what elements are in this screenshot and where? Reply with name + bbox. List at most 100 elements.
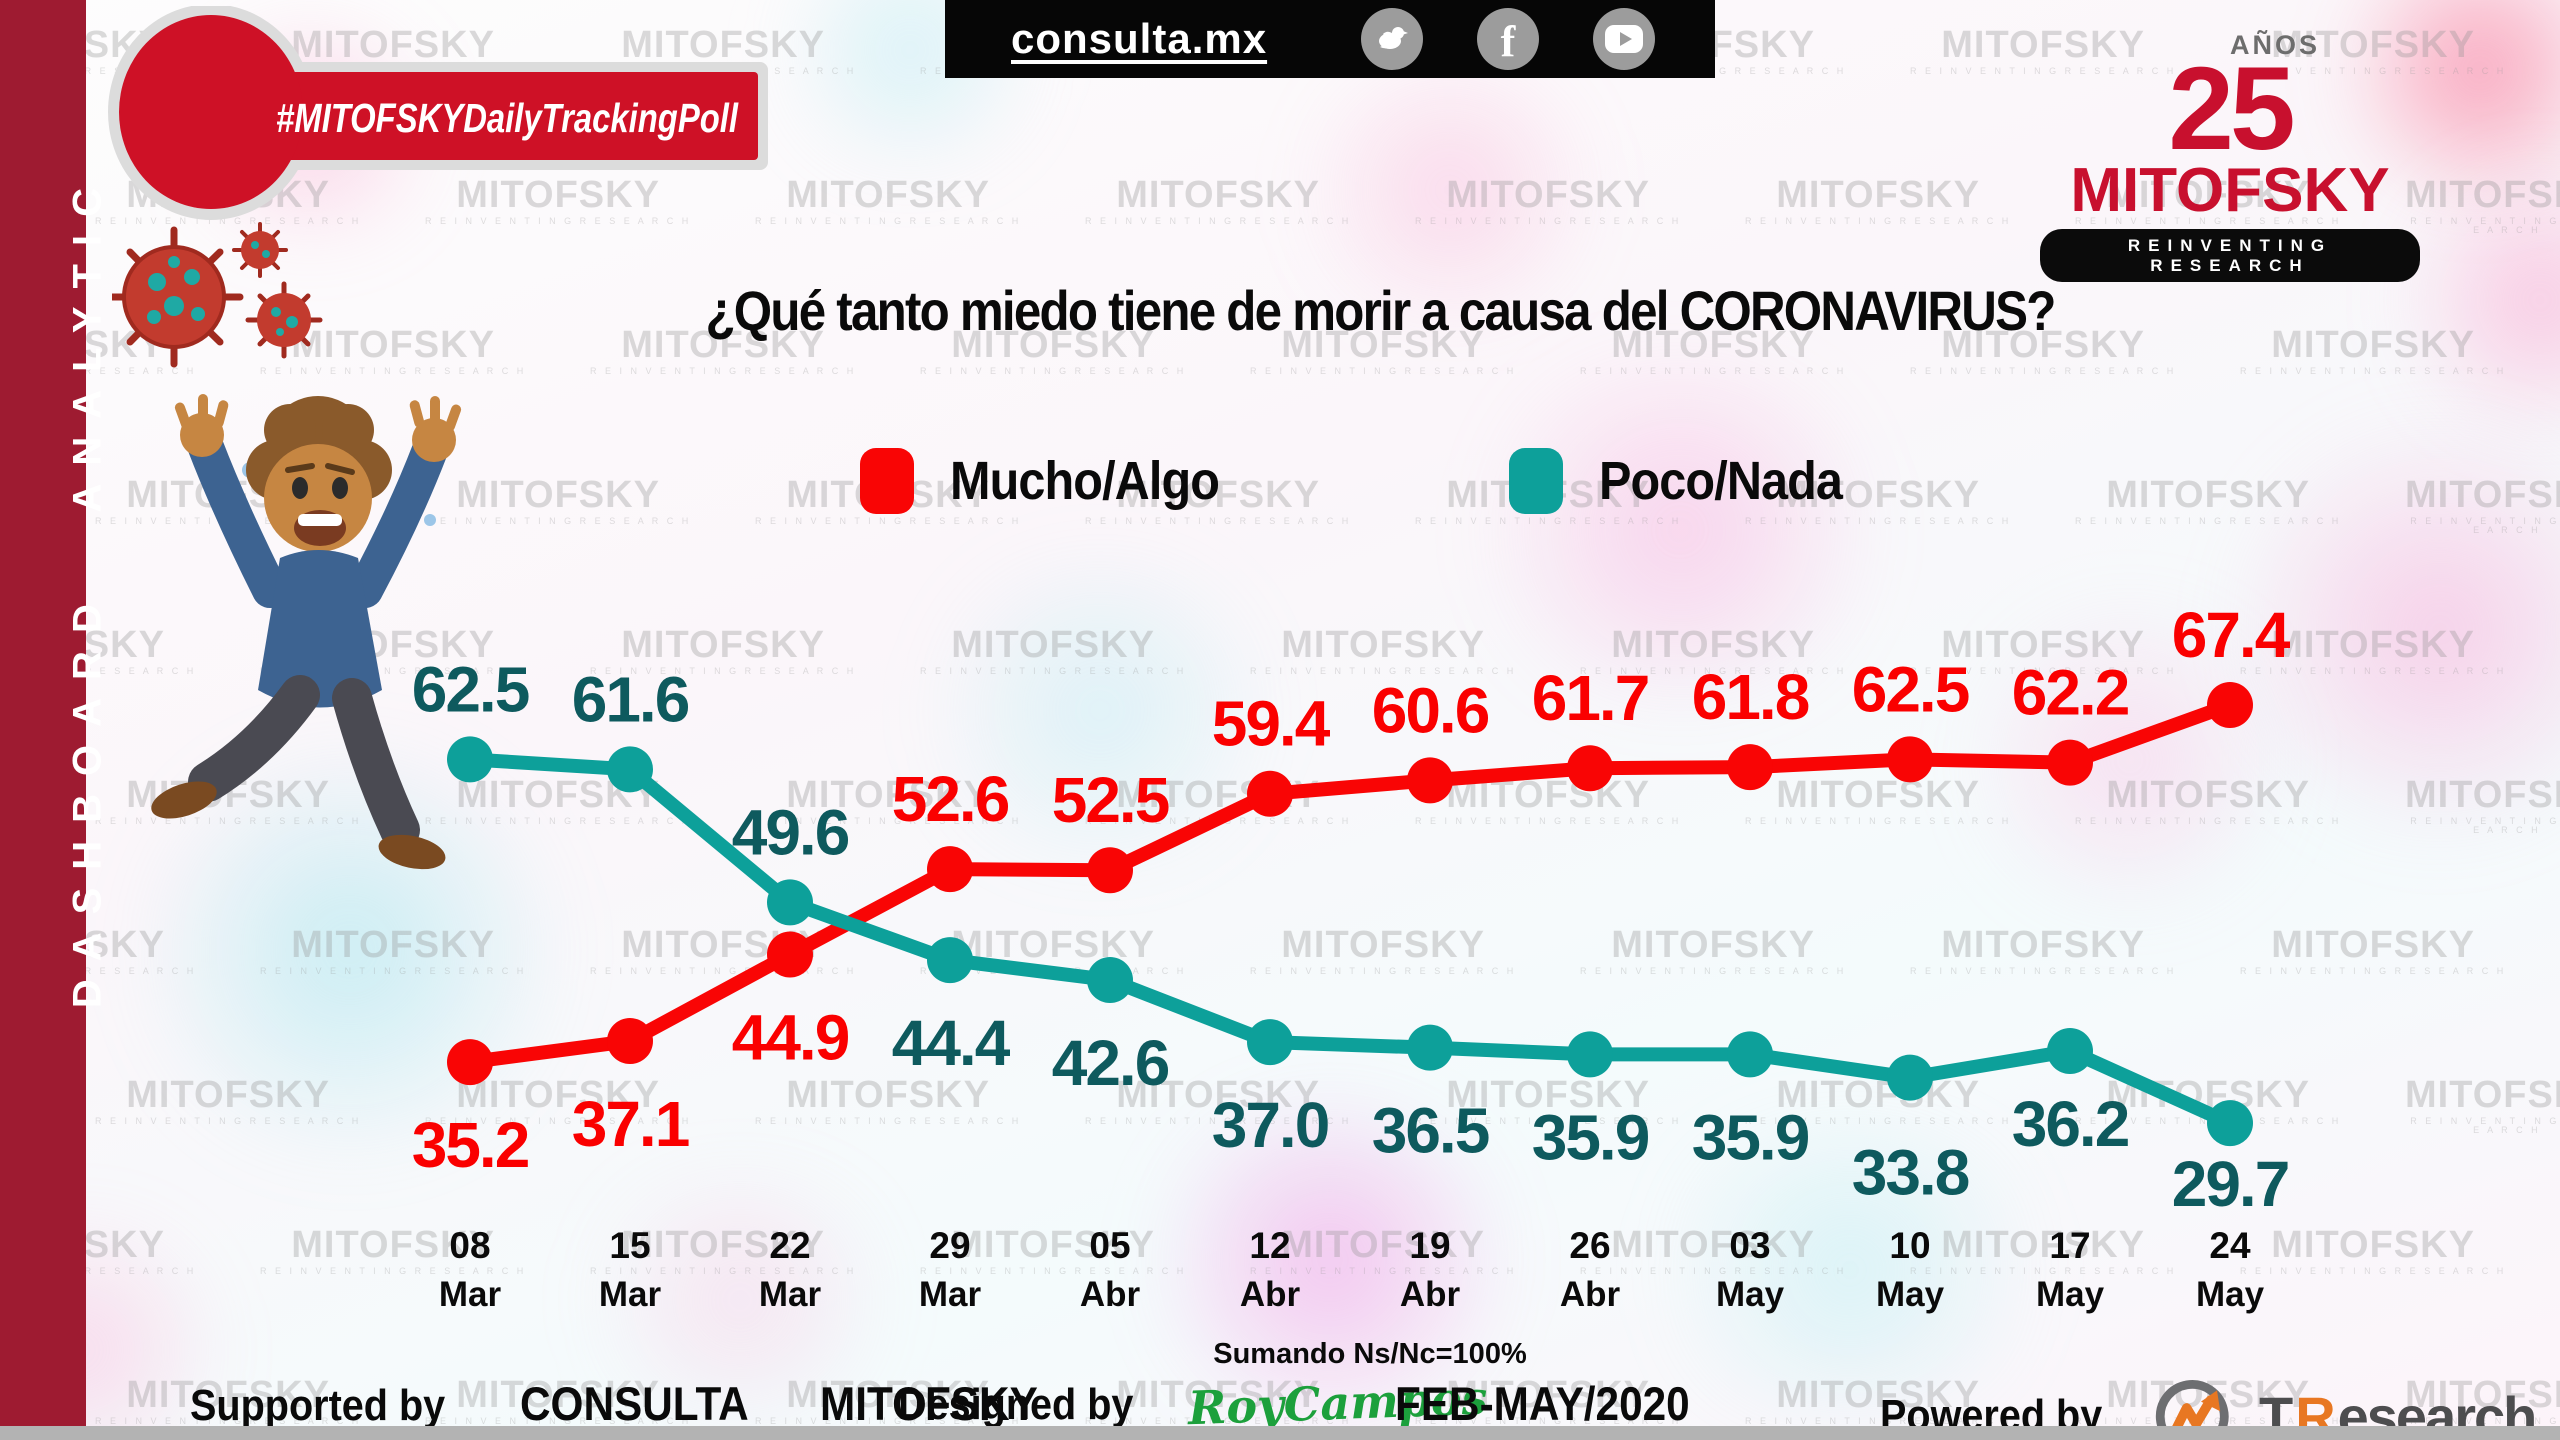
social-icons: f bbox=[1361, 8, 1655, 70]
value-label: 60.6 bbox=[1372, 674, 1489, 746]
designed-by-label: Designed by bbox=[898, 1380, 1134, 1429]
value-label: 44.4 bbox=[892, 1007, 1011, 1079]
axis-label-day: 19 bbox=[1409, 1225, 1450, 1266]
axis-label-month: Mar bbox=[919, 1275, 982, 1314]
legend-label-poco: Poco/Nada bbox=[1598, 451, 1843, 511]
axis-label-month: Mar bbox=[759, 1275, 822, 1314]
supported-org-mitofsky: MITOFSKY bbox=[819, 1377, 1038, 1430]
data-point bbox=[607, 1018, 653, 1065]
value-label: 35.2 bbox=[412, 1109, 529, 1181]
data-point bbox=[767, 879, 813, 926]
tracking-poll-badge: #MITOFSKYDailyTrackingPoll bbox=[108, 4, 788, 231]
tresearch-logo-icon bbox=[2155, 1380, 2229, 1440]
axis-label-day: 29 bbox=[929, 1225, 970, 1266]
designed-by-group: Designed by RoyCampos bbox=[898, 1371, 1488, 1435]
series-line-1 bbox=[463, 752, 2237, 1131]
twitter-bird-glyph bbox=[1379, 27, 1408, 49]
running-person-illustration bbox=[151, 394, 462, 870]
data-point bbox=[1087, 847, 1133, 894]
axis-label-month: Mar bbox=[599, 1275, 662, 1314]
youtube-icon[interactable] bbox=[1593, 8, 1655, 70]
consulta-link[interactable]: consulta.mx bbox=[1011, 15, 1268, 62]
value-label: 37.0 bbox=[1212, 1089, 1329, 1161]
data-point bbox=[1407, 757, 1453, 804]
legend-swatch-mucho bbox=[860, 448, 914, 514]
value-label: 67.4 bbox=[2172, 599, 2291, 671]
value-label: 62.5 bbox=[412, 653, 529, 725]
survey-period: FEB-MAY/2020 bbox=[1395, 1377, 1690, 1430]
value-label: 61.6 bbox=[572, 663, 689, 735]
sidebar-vertical-label: DASHBOARD ANALYTIC bbox=[65, 170, 110, 1009]
data-point bbox=[927, 937, 973, 984]
data-point bbox=[1887, 736, 1933, 783]
data-point bbox=[1887, 1054, 1933, 1101]
axis-label-month: Abr bbox=[1240, 1275, 1301, 1314]
axis-label-day: 26 bbox=[1569, 1225, 1610, 1266]
value-label: 37.1 bbox=[572, 1088, 689, 1160]
page-title: ¿Qué tanto miedo tiene de morir a causa … bbox=[705, 279, 2056, 342]
value-label: 59.4 bbox=[1212, 688, 1331, 760]
value-label: 62.5 bbox=[1852, 653, 1969, 725]
virus-medium bbox=[245, 281, 323, 359]
value-label: 35.9 bbox=[1692, 1101, 1809, 1173]
legend-swatch-poco bbox=[1508, 448, 1563, 514]
axis-label-month: May bbox=[2196, 1275, 2265, 1314]
axis-label-month: May bbox=[1716, 1275, 1785, 1314]
value-label: 29.7 bbox=[2172, 1148, 2289, 1220]
data-point bbox=[447, 1039, 493, 1086]
virus-small bbox=[232, 222, 288, 278]
value-label: 52.6 bbox=[892, 763, 1009, 835]
data-point bbox=[1407, 1024, 1453, 1071]
axis-label-month: May bbox=[1876, 1275, 1945, 1314]
youtube-play-glyph bbox=[1605, 25, 1643, 53]
value-label: 42.6 bbox=[1052, 1027, 1169, 1099]
series-line-0 bbox=[463, 698, 2237, 1070]
axis-label-day: 15 bbox=[609, 1225, 650, 1266]
legend-item-poco: Poco/Nada bbox=[1508, 448, 1869, 514]
axis-label-month: Abr bbox=[1400, 1275, 1461, 1314]
axis-label-day: 24 bbox=[2209, 1225, 2251, 1266]
axis-label-month: Mar bbox=[439, 1275, 502, 1314]
data-point bbox=[927, 846, 973, 893]
data-point bbox=[767, 931, 813, 978]
value-label: 49.6 bbox=[732, 796, 849, 868]
badge-bar bbox=[208, 72, 758, 160]
data-point bbox=[2207, 682, 2253, 728]
chart-legend: Mucho/Algo Poco/Nada bbox=[860, 448, 1869, 514]
data-point bbox=[2047, 1028, 2093, 1075]
data-point bbox=[1087, 957, 1133, 1004]
data-point bbox=[607, 746, 653, 793]
axis-label-month: May bbox=[2036, 1275, 2105, 1314]
supported-by-group: Supported by CONSULTA MITOFSKY bbox=[190, 1376, 1062, 1431]
axis-label-day: 12 bbox=[1249, 1225, 1290, 1266]
axis-label-day: 22 bbox=[769, 1225, 810, 1266]
logo-tagline: REINVENTING RESEARCH bbox=[2040, 228, 2420, 282]
logo-25: 25 bbox=[2168, 43, 2295, 175]
mitofsky-logo: AÑOS 25 MITOFSKY REINVENTING RESEARCH bbox=[2040, 30, 2420, 282]
value-label: 52.5 bbox=[1052, 764, 1169, 836]
axis-label-day: 03 bbox=[1729, 1225, 1770, 1266]
data-point bbox=[1567, 745, 1613, 792]
axis-label-month: Abr bbox=[1560, 1275, 1621, 1314]
chart-note: Sumando Ns/Nc=100% bbox=[1213, 1338, 1527, 1370]
value-label: 62.2 bbox=[2012, 657, 2129, 729]
top-url-bar: consulta.mx f bbox=[945, 0, 1715, 78]
facebook-icon[interactable]: f bbox=[1477, 8, 1539, 70]
twitter-icon[interactable] bbox=[1361, 8, 1423, 70]
facebook-f-glyph: f bbox=[1500, 17, 1516, 66]
virus-illustration bbox=[112, 222, 323, 368]
data-point bbox=[2207, 1100, 2253, 1147]
data-point bbox=[1727, 744, 1773, 791]
data-point bbox=[1247, 1019, 1293, 1066]
logo-name: MITOFSKY bbox=[2070, 155, 2390, 225]
sidebar: DASHBOARD ANALYTIC bbox=[0, 0, 110, 1440]
value-label: 36.5 bbox=[1372, 1095, 1489, 1167]
axis-label-day: 08 bbox=[449, 1225, 490, 1266]
value-label: 61.8 bbox=[1692, 661, 1809, 733]
data-point bbox=[447, 736, 493, 783]
badge-label: #MITOFSKYDailyTrackingPoll bbox=[276, 95, 739, 141]
logo-anos: AÑOS bbox=[2229, 30, 2320, 60]
axis-label-day: 05 bbox=[1089, 1225, 1130, 1266]
axis-label-day: 10 bbox=[1889, 1225, 1930, 1266]
